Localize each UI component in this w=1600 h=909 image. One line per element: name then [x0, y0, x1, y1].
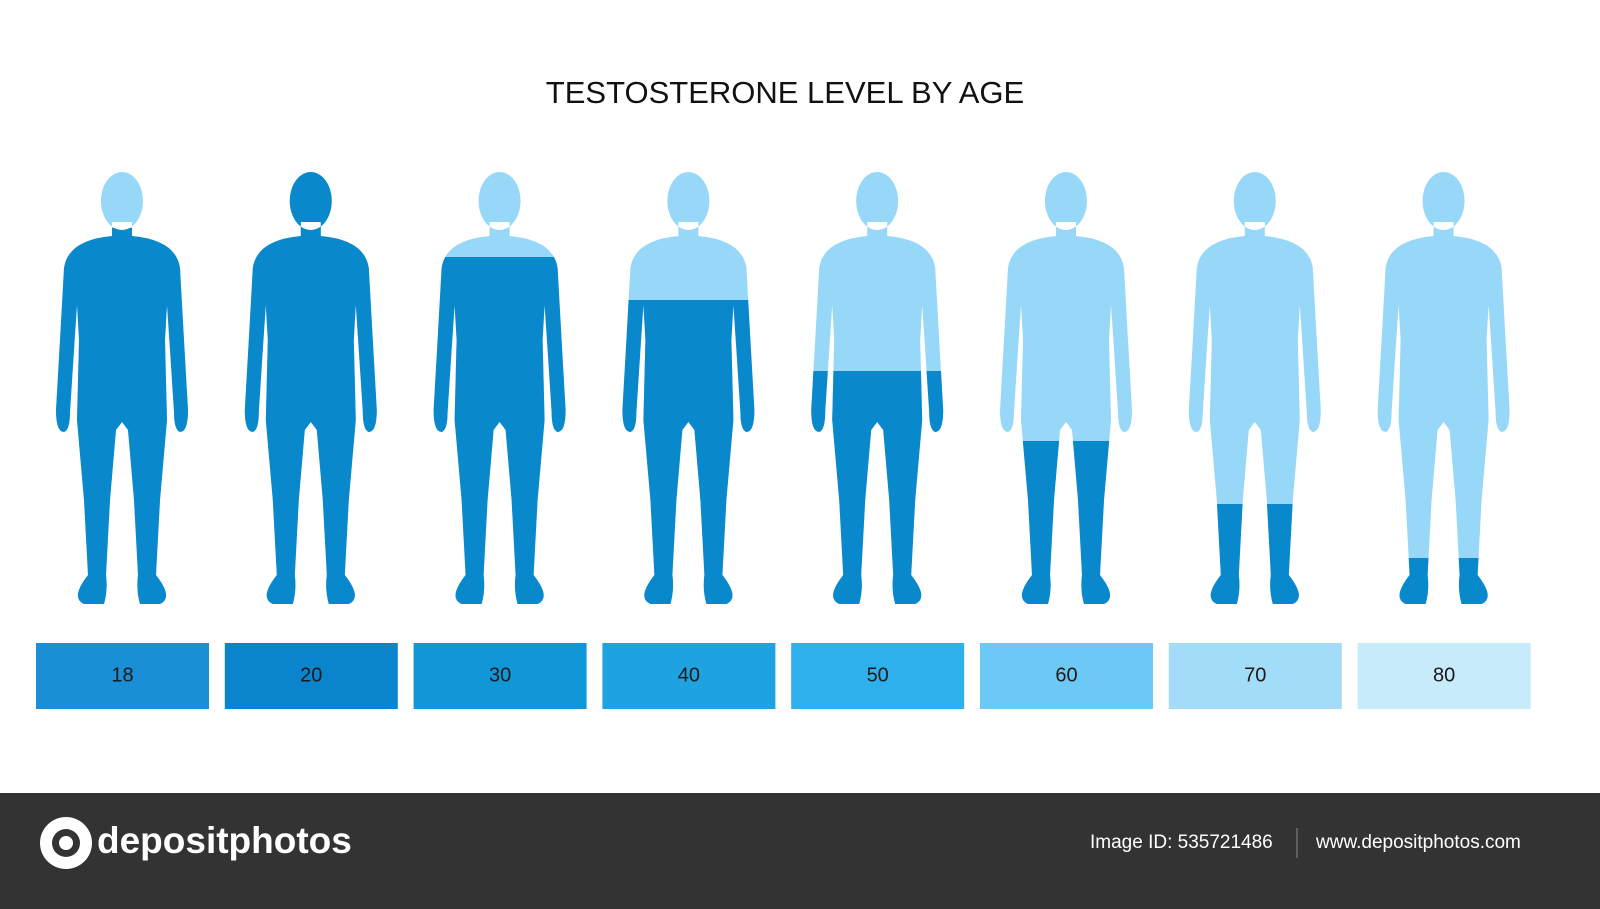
image-id: Image ID: 535721486: [1090, 832, 1273, 853]
age-label: 50: [867, 664, 889, 686]
age-label: 60: [1055, 664, 1077, 686]
figure: [622, 172, 755, 604]
figure: [1000, 172, 1132, 604]
age-box: [602, 643, 776, 709]
age-box: [413, 643, 587, 709]
age-box: [224, 643, 398, 709]
age-box: [1357, 643, 1531, 709]
figure: [433, 172, 566, 604]
figure-dark: [622, 300, 755, 604]
age-box: [36, 643, 209, 709]
figure-dark: [56, 228, 188, 604]
figure-light: [1377, 172, 1510, 604]
figure-dark: [1000, 441, 1132, 604]
figure-light: [1000, 172, 1132, 604]
footer-bar: [0, 793, 1600, 909]
figure-dark: [433, 257, 566, 604]
brand: depositphotos: [97, 820, 352, 861]
website: www.depositphotos.com: [1315, 832, 1521, 853]
age-label: 80: [1433, 664, 1455, 686]
figure: [811, 172, 944, 604]
age-label: 70: [1244, 664, 1266, 686]
figure-dark: [1188, 504, 1321, 604]
age-box: [980, 643, 1153, 709]
figure: [56, 172, 188, 604]
age-box: [791, 643, 965, 709]
figure-light: [1188, 172, 1321, 604]
age-label: 20: [300, 664, 322, 686]
figure: [244, 172, 377, 604]
age-label: 40: [678, 664, 700, 686]
age-box: [1168, 643, 1342, 709]
figure-dark: [244, 172, 377, 604]
figure-dark: [811, 371, 944, 604]
title: TESTOSTERONE LEVEL BY AGE: [546, 75, 1024, 110]
figure: [1188, 172, 1321, 604]
age-label: 30: [489, 664, 511, 686]
figure-dark: [1377, 558, 1510, 604]
figure: [1377, 172, 1510, 604]
age-label: 18: [111, 664, 133, 686]
logo-dot: [59, 836, 73, 850]
